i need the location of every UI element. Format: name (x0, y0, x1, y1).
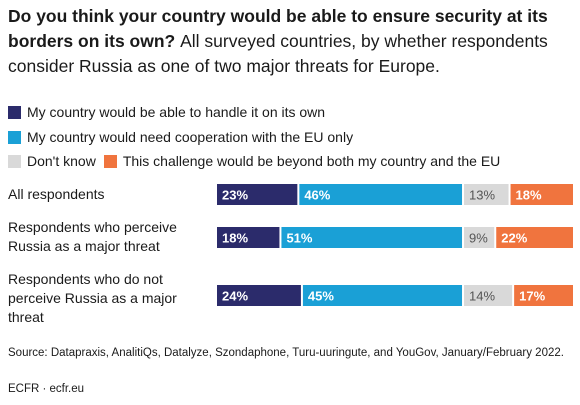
data-label-no-threat-beyond: 17% (519, 289, 545, 304)
data-label-no-threat-eu: 45% (308, 289, 334, 304)
legend-label-own: My country would be able to handle it on… (27, 104, 326, 120)
credit-line: ECFR · ecfr.eu (8, 383, 85, 395)
legend-swatch-eu (8, 130, 21, 144)
data-label-all-beyond: 18% (516, 188, 542, 203)
legend-item-beyond: This challenge would be beyond both my c… (103, 151, 501, 171)
bar-threat-own (217, 227, 280, 248)
category-label-no-threat: Respondents who do not perceive Russia a… (8, 271, 177, 325)
legend-item-eu: My country would need cooperation with t… (8, 127, 353, 147)
legend-label-dontknow: Don't know (27, 153, 96, 169)
legend-swatch-beyond (103, 154, 117, 168)
bar-all-eu (299, 184, 463, 205)
chart-title: Do you think your country would be able … (8, 4, 574, 79)
bar-all-beyond (510, 184, 573, 205)
data-label-no-threat-own: 24% (222, 289, 248, 304)
data-label-no-threat-dontknow: 14% (469, 289, 495, 304)
data-label-all-own: 23% (222, 188, 248, 203)
title-subtitle: All surveyed countries, by whether respo… (8, 31, 548, 76)
legend-row-3: Don't know This challenge would be beyon… (8, 151, 508, 171)
bar-no-threat-beyond (514, 285, 573, 306)
legend-item-dontknow: Don't know (8, 151, 96, 171)
legend-label-eu: My country would need cooperation with t… (27, 129, 354, 145)
data-label-threat-dontknow: 9% (469, 231, 488, 246)
bar-all-dontknow (464, 184, 509, 205)
bar-no-threat-own (217, 285, 301, 306)
source-note: Source: Datapraxis, AnalitiQs, Datalyze,… (8, 347, 564, 359)
bar-no-threat-eu (302, 285, 463, 306)
legend-swatch-own (8, 105, 21, 119)
bar-no-threat-dontknow (464, 285, 513, 306)
legend-row-1: My country would be able to handle it on… (8, 102, 333, 122)
category-label-all: All respondents (8, 186, 105, 202)
legend-swatch-dontknow (8, 154, 21, 168)
bar-threat-eu (281, 227, 463, 248)
bar-threat-beyond (496, 227, 573, 248)
legend-row-2: My country would need cooperation with t… (8, 127, 361, 147)
title-question: Do you think your country would be able … (8, 6, 548, 51)
category-label-threat: Respondents who perceive Russia as a maj… (8, 219, 177, 254)
data-label-threat-eu: 51% (286, 231, 312, 246)
data-label-all-eu: 46% (304, 188, 330, 203)
bar-all-own (217, 184, 298, 205)
data-label-threat-beyond: 22% (501, 231, 527, 246)
legend-label-beyond: This challenge would be beyond both my c… (122, 153, 501, 169)
data-label-threat-own: 18% (222, 231, 248, 246)
data-label-all-dontknow: 13% (469, 188, 495, 203)
bar-threat-dontknow (464, 227, 495, 248)
legend-item-own: My country would be able to handle it on… (8, 102, 325, 122)
